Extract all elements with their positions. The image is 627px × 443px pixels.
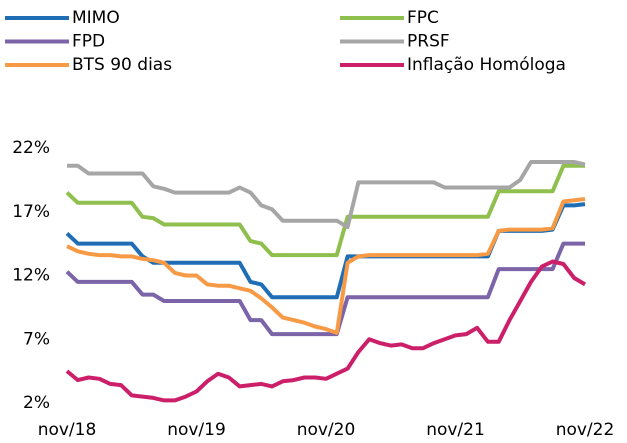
series-line (66, 197, 586, 335)
legend-label: FPD (72, 32, 105, 52)
y-tick-label: 2% (23, 393, 50, 413)
legend-label: MIMO (72, 8, 120, 28)
x-tick-label: nov/22 (556, 420, 615, 440)
legend-label: FPC (407, 8, 439, 28)
x-tick-label: nov/19 (167, 420, 226, 440)
series-line (65, 241, 585, 337)
x-tick-label: nov/20 (297, 420, 356, 440)
series-line (65, 163, 585, 258)
y-tick-label: 22% (12, 138, 50, 158)
y-tick-label: 12% (12, 266, 50, 286)
y-tick-label: 17% (12, 202, 50, 222)
series-line (65, 259, 587, 403)
x-tick-label: nov/18 (38, 420, 97, 440)
legend-label: PRSF (407, 32, 450, 52)
y-tick-label: 7% (23, 329, 50, 349)
series-line (67, 160, 586, 229)
legend-label: Inflação Homóloga (407, 55, 566, 75)
legend-label: BTS 90 dias (72, 55, 172, 75)
x-tick-label: nov/21 (426, 420, 485, 440)
